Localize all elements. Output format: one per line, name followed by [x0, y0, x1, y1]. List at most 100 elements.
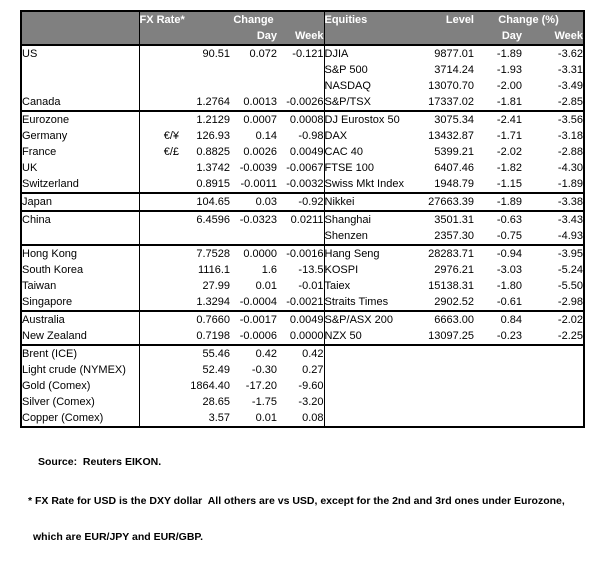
- fx-pair: [138, 78, 179, 94]
- fx-pair: [138, 394, 179, 410]
- fx-country: Taiwan: [22, 280, 57, 292]
- equity-name: S&P/TSX: [323, 94, 422, 111]
- equity-name: Swiss Mkt Index: [323, 176, 422, 193]
- fx-change-week: -0.0026: [286, 96, 324, 108]
- fx-change-day: 1.6: [261, 264, 277, 276]
- equity-change-day: -0.23: [496, 330, 522, 342]
- fx-pair: €/£: [138, 144, 179, 160]
- fx-country: [21, 228, 139, 245]
- equity-change-week: -3.43: [522, 210, 584, 228]
- fx-pair: [138, 262, 179, 278]
- equity-level: 2902.52: [434, 296, 474, 308]
- equity-change-week: -5.24: [557, 264, 583, 276]
- table-row: Gold (Comex) 1864.40 -17.20 -9.60: [21, 378, 584, 394]
- table-row: UK 1.3742 -0.0039 -0.0067 FTSE 100 6407.…: [21, 160, 584, 176]
- source-note: Source: Reuters EIKON.: [38, 456, 162, 468]
- equity-name: DJIA: [323, 45, 422, 62]
- equity-name: FTSE 100: [323, 160, 422, 176]
- fx-change-day: 0.0007: [230, 110, 277, 128]
- fx-change-day: -0.0006: [239, 330, 277, 342]
- fx-change-day: -0.0011: [240, 178, 278, 190]
- equity-change-week: -2.85: [557, 96, 583, 108]
- fx-country: Australia: [21, 310, 139, 328]
- fx-change-day: 0.01: [255, 280, 277, 292]
- equity-change-week: -3.56: [522, 110, 584, 128]
- table-row: South Korea 1116.1 1.6 -13.5 KOSPI 2976.…: [21, 262, 584, 278]
- equity-change-week: -2.98: [557, 296, 583, 308]
- table-header: FX Rate* Change Equities Level Change (%…: [21, 11, 584, 46]
- fx-rate: [179, 78, 230, 94]
- fx-rate: 104.65: [179, 192, 230, 211]
- equity-level: 17337.02: [428, 96, 474, 108]
- fx-change-day: [230, 78, 277, 94]
- commodity-change-week: 0.08: [302, 412, 324, 424]
- fx-rate: [179, 228, 230, 245]
- fx-pair: [138, 160, 179, 176]
- fx-pair: [138, 176, 179, 193]
- table-row: New Zealand 0.7198 -0.0006 0.0000 NZX 50…: [21, 328, 584, 345]
- fx-rate: 0.7660: [179, 310, 230, 328]
- fx-change-day: -0.0039: [239, 162, 277, 174]
- commodity-change-day: 0.01: [255, 412, 277, 424]
- equity-change-day: -2.41: [474, 110, 522, 128]
- equity-level: 5399.21: [434, 146, 474, 158]
- fx-rate: 7.7528: [179, 244, 230, 262]
- equity-name: S&P 500: [323, 62, 422, 78]
- equity-change-day: -1.89: [474, 192, 522, 211]
- commodity-name: Light crude (NYMEX): [22, 364, 126, 376]
- fx-rate-footnote-line2: which are EUR/JPY and EUR/GBP.: [33, 531, 203, 543]
- footnotes: Source: Reuters EIKON. * FX Rate for USD…: [20, 428, 600, 567]
- fx-change-day: 0.0026: [243, 146, 277, 158]
- commodity-name: Brent (ICE): [21, 344, 139, 362]
- empty-equities-area: [323, 344, 584, 427]
- eq-day-header: Day: [474, 28, 522, 46]
- eq-change-header: Change (%): [474, 11, 584, 28]
- fx-change-day: -0.0004: [239, 296, 277, 308]
- table-row: Light crude (NYMEX) 52.49 -0.30 0.27: [21, 362, 584, 378]
- equity-change-day: -1.93: [496, 64, 522, 76]
- table-row: S&P 500 3714.24 -1.93 -3.31: [21, 62, 584, 78]
- header-blank-cell: [277, 11, 324, 28]
- fx-pair: [138, 344, 179, 362]
- fx-country: Eurozone: [21, 110, 139, 128]
- commodity-change-day: 0.42: [230, 344, 277, 362]
- equity-level: 13432.87: [428, 130, 474, 142]
- market-data-table: FX Rate* Change Equities Level Change (%…: [20, 10, 585, 428]
- header-row-1: FX Rate* Change Equities Level Change (%…: [21, 11, 584, 28]
- header-blank-cell: [138, 28, 179, 46]
- fx-change-week: -0.121: [292, 48, 324, 60]
- table-row: Copper (Comex) 3.57 0.01 0.08: [21, 410, 584, 427]
- header-blank-cell: [179, 28, 230, 46]
- equity-level: 2976.21: [434, 264, 474, 276]
- equity-name: Taiex: [323, 278, 422, 294]
- equity-change-week: -3.49: [557, 80, 583, 92]
- fx-country: Hong Kong: [21, 244, 139, 262]
- fx-pair: [138, 244, 179, 262]
- fx-change-week: [277, 62, 324, 78]
- fx-rate: 90.51: [202, 48, 230, 60]
- fx-change-week: 0.0000: [289, 330, 324, 342]
- equity-change-week: -3.38: [522, 192, 584, 211]
- fx-pair: [138, 362, 179, 378]
- equity-change-day: -2.02: [496, 146, 522, 158]
- equity-level: 3714.24: [434, 64, 474, 76]
- equity-level: 6407.46: [434, 162, 474, 174]
- fx-day-header: Day: [230, 28, 277, 46]
- equity-name: DAX: [323, 128, 422, 144]
- fx-country: Singapore: [22, 296, 73, 308]
- fx-country: South Korea: [22, 264, 84, 276]
- fx-change-header: Change: [230, 11, 277, 28]
- equity-level: 6663.00: [422, 310, 474, 328]
- fx-country: [21, 62, 139, 78]
- equity-name: Shanghai: [323, 210, 422, 228]
- equity-level: 13070.70: [428, 80, 474, 92]
- commodity-change-day: -0.30: [251, 364, 277, 376]
- fx-change-day: 0.03: [230, 192, 277, 211]
- equity-level: 2357.30: [434, 230, 474, 242]
- equity-change-week: -3.95: [522, 244, 584, 262]
- fx-change-week: -0.0016: [277, 244, 324, 262]
- fx-rate: 0.7198: [196, 330, 230, 342]
- fx-change-week: 0.0049: [289, 146, 324, 158]
- fx-rate-header: FX Rate*: [138, 11, 230, 28]
- equity-change-day: -1.15: [496, 178, 522, 190]
